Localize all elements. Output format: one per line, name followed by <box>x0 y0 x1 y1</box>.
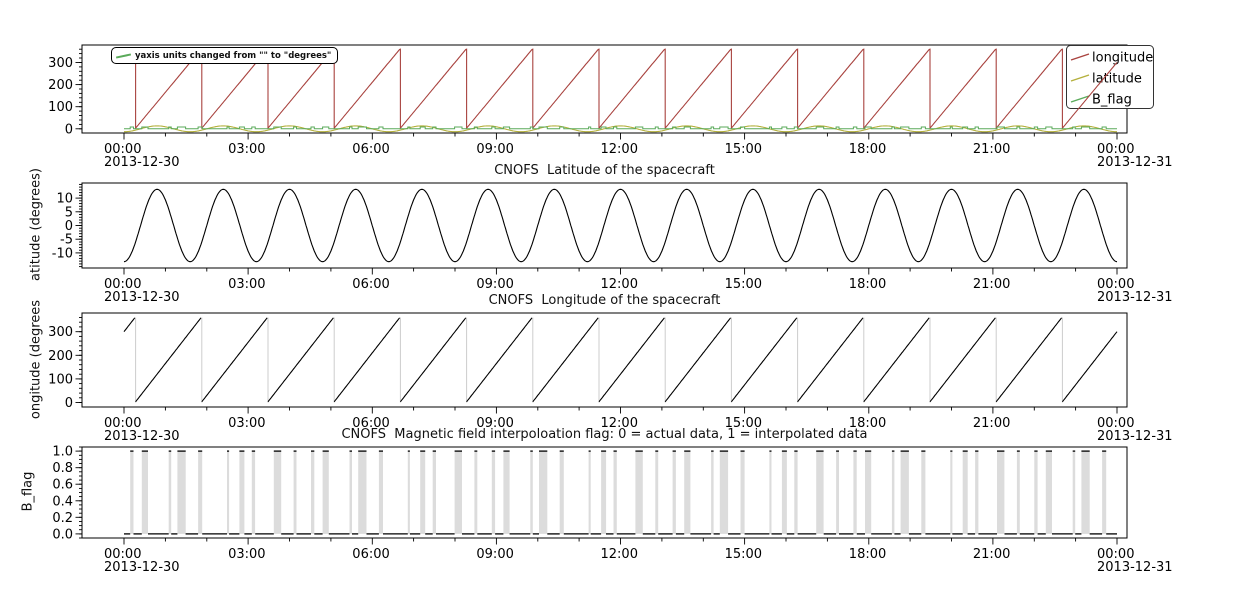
y-tick-label: 5 <box>65 205 73 220</box>
x-tick-label: 06:00 <box>352 547 389 562</box>
x-tick-label: 00:00 <box>1097 416 1134 431</box>
legend-label-latitude: latitude <box>1092 72 1142 87</box>
x-tick-label: 09:00 <box>476 416 513 431</box>
series-longitude <box>123 317 1118 403</box>
x-date-label: 2013-12-31 <box>1097 429 1173 444</box>
y-tick-label: -10 <box>52 246 73 261</box>
x-date-label: 2013-12-31 <box>1097 290 1173 305</box>
y-ticks <box>75 446 82 539</box>
y-tick-label: 100 <box>48 100 73 115</box>
panel-frame <box>81 312 1128 408</box>
x-tick-label: 00:00 <box>104 142 141 157</box>
y-tick-label: 0.8 <box>52 461 73 476</box>
legend-sample-B_flag <box>1070 95 1090 103</box>
y-tick-label: 200 <box>48 349 73 364</box>
x-tick-label: 21:00 <box>973 416 1010 431</box>
x-tick-label: 00:00 <box>1097 547 1134 562</box>
x-tick-label: 00:00 <box>104 416 141 431</box>
x-date-label: 2013-12-30 <box>104 155 180 170</box>
x-ticks <box>123 133 1118 140</box>
x-date-label: 2013-12-30 <box>104 429 180 444</box>
x-tick-label: 12:00 <box>601 416 638 431</box>
y-tick-label: 300 <box>48 325 73 340</box>
x-tick-label: 18:00 <box>849 416 886 431</box>
x-ticks <box>123 268 1118 275</box>
y-tick-label: 0.4 <box>52 494 73 509</box>
y-tick-label: 0.6 <box>52 478 73 493</box>
x-tick-label: 21:00 <box>973 547 1010 562</box>
x-tick-label: 03:00 <box>228 547 265 562</box>
x-tick-label: 18:00 <box>849 142 886 157</box>
y-tick-label: 0 <box>65 122 73 137</box>
series-B_flag-line <box>124 450 1117 535</box>
legend-label-longitude: longitude <box>1092 51 1153 66</box>
panel-frame <box>81 182 1128 269</box>
x-tick-label: 00:00 <box>104 547 141 562</box>
x-tick-label: 06:00 <box>352 416 389 431</box>
y-ticks <box>75 183 82 268</box>
x-tick-label: 06:00 <box>352 142 389 157</box>
y-tick-label: 200 <box>48 78 73 93</box>
x-tick-label: 00:00 <box>1097 277 1134 292</box>
y-tick-label: 0 <box>65 219 73 234</box>
legend-sample-latitude <box>1070 74 1090 82</box>
legend-label-B_flag: B_flag <box>1092 93 1132 108</box>
series-longitude <box>123 48 1118 129</box>
x-tick-label: 00:00 <box>1097 142 1134 157</box>
x-tick-label: 18:00 <box>849 277 886 292</box>
y-tick-label: -5 <box>60 233 73 248</box>
y-tick-label: 0.2 <box>52 511 73 526</box>
y-tick-label: 0.0 <box>52 527 73 542</box>
annotation-line-sample-icon <box>115 52 132 59</box>
x-date-label: 2013-12-31 <box>1097 155 1173 170</box>
y-tick-label: 0 <box>65 396 73 411</box>
series-B_flag <box>124 126 1117 130</box>
series-B_flag-bars <box>130 451 1107 534</box>
annotation-text: yaxis units changed from "" to "degrees" <box>135 50 332 61</box>
x-tick-label: 15:00 <box>725 416 762 431</box>
series-latitude <box>124 125 1117 133</box>
x-ticks <box>123 407 1118 414</box>
x-tick-label: 03:00 <box>228 142 265 157</box>
y-ticks <box>75 317 82 403</box>
y-tick-label: 100 <box>48 372 73 387</box>
x-tick-label: 09:00 <box>476 142 513 157</box>
x-tick-label: 15:00 <box>725 142 762 157</box>
x-date-label: 2013-12-31 <box>1097 560 1173 575</box>
legend-sample-longitude <box>1070 53 1090 61</box>
x-tick-label: 15:00 <box>725 277 762 292</box>
x-tick-label: 09:00 <box>476 547 513 562</box>
x-tick-label: 21:00 <box>973 277 1010 292</box>
x-date-label: 2013-12-30 <box>104 560 180 575</box>
x-tick-label: 12:00 <box>601 277 638 292</box>
y-axis-label-bflag: B_flag <box>20 471 36 512</box>
x-tick-label: 15:00 <box>725 547 762 562</box>
legend: longitude latitude B_flag <box>1066 45 1154 109</box>
series-latitude <box>123 188 1118 263</box>
x-tick-label: 21:00 <box>973 142 1010 157</box>
x-tick-label: 00:00 <box>104 277 141 292</box>
x-date-label: 2013-12-30 <box>104 290 180 305</box>
x-tick-label: 03:00 <box>228 416 265 431</box>
annotation-units-changed: yaxis units changed from "" to "degrees" <box>111 47 339 64</box>
y-tick-label: 10 <box>56 192 73 207</box>
x-tick-label: 09:00 <box>476 277 513 292</box>
y-tick-label: 1.0 <box>52 445 73 460</box>
x-tick-label: 18:00 <box>849 547 886 562</box>
y-tick-label: 300 <box>48 56 73 71</box>
x-ticks <box>123 538 1118 545</box>
x-tick-label: 06:00 <box>352 277 389 292</box>
x-tick-label: 03:00 <box>228 277 265 292</box>
x-tick-label: 12:00 <box>601 142 638 157</box>
y-ticks <box>75 48 82 130</box>
x-tick-label: 12:00 <box>601 547 638 562</box>
